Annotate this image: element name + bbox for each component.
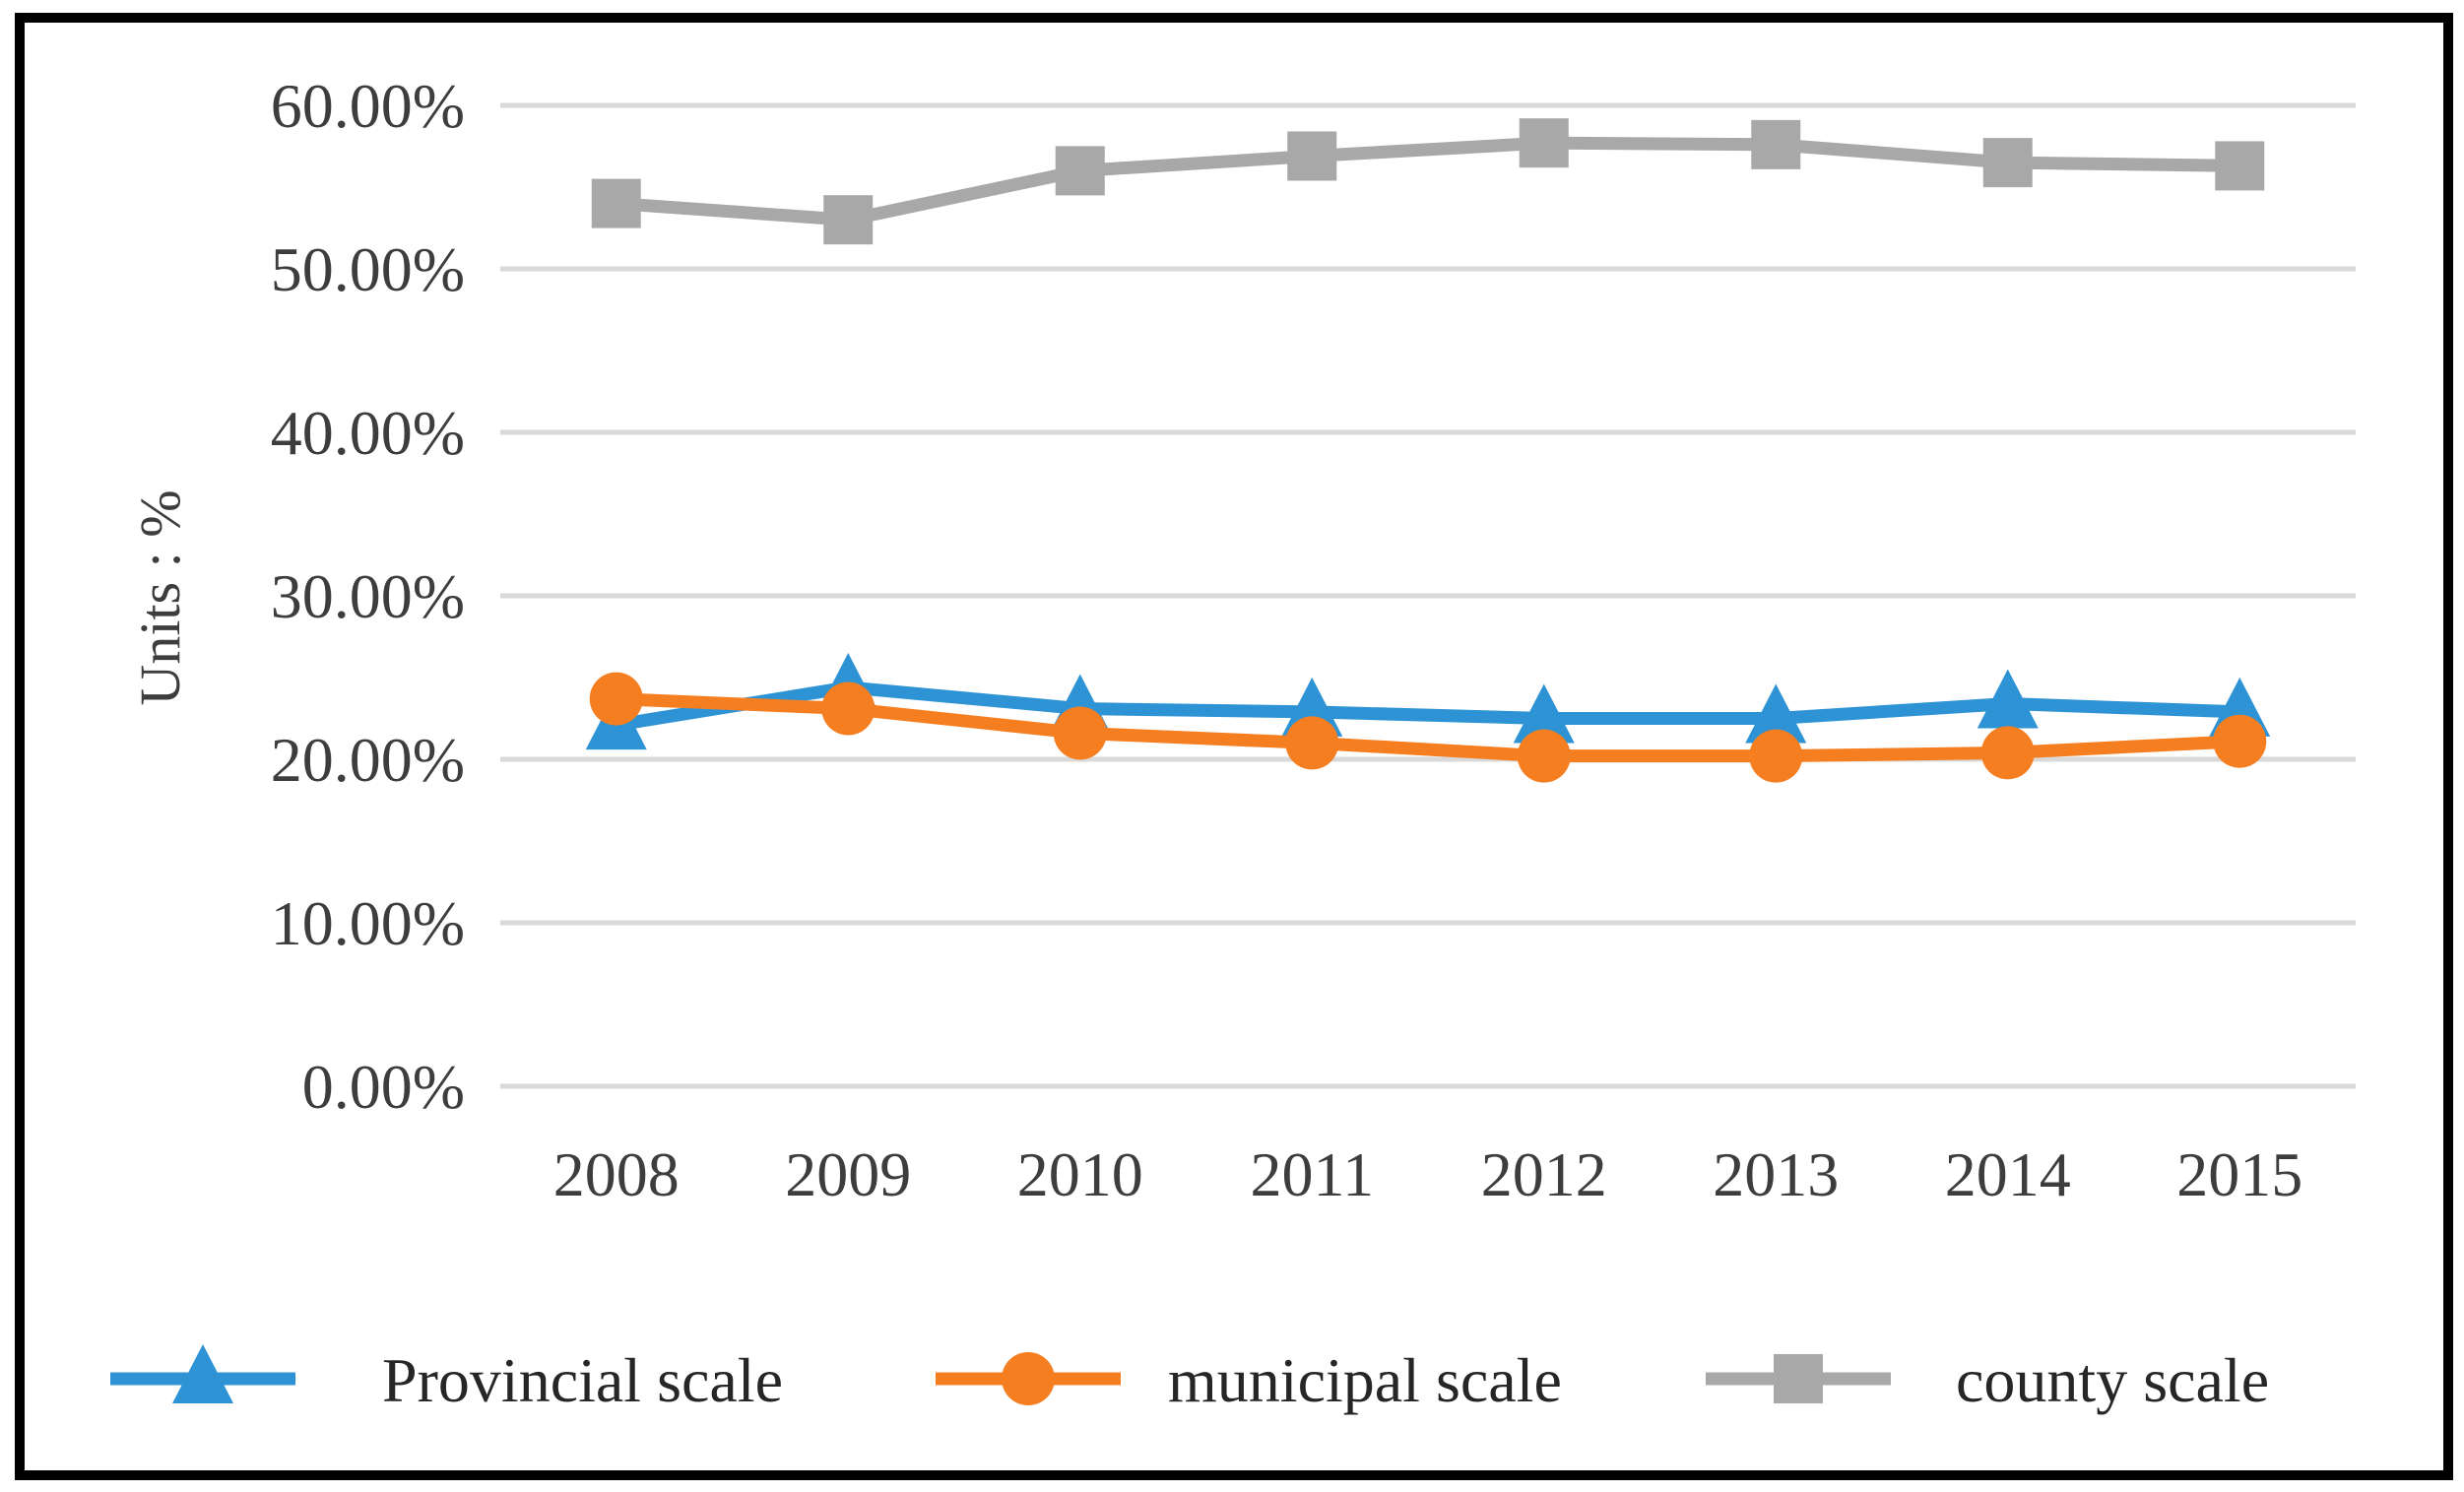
series-marker-county-scale-2012: [1519, 118, 1569, 168]
y-tick-label: 20.00%: [271, 725, 465, 795]
x-tick-label: 2013: [1713, 1139, 1839, 1209]
series-marker-county-scale-2013: [1751, 119, 1801, 169]
y-tick-label: 0.00%: [302, 1052, 465, 1122]
x-tick-label: 2011: [1250, 1139, 1374, 1209]
y-tick-label: 10.00%: [271, 888, 465, 958]
series-marker-municipal-scale-2009: [821, 681, 875, 736]
y-tick-label: 30.00%: [271, 561, 465, 631]
series-marker-provincial-scale-2012: [1513, 683, 1575, 744]
legend-item-municipal-scale: municipal scale: [936, 1345, 1562, 1415]
legend-marker-county-scale: [1774, 1354, 1823, 1403]
x-tick-label: 2012: [1481, 1139, 1607, 1209]
series-marker-municipal-scale-2013: [1749, 729, 1803, 783]
series-marker-county-scale-2015: [2215, 141, 2265, 191]
series-line-municipal-scale: [616, 692, 2240, 763]
series-marker-municipal-scale-2014: [1980, 726, 2035, 780]
series-marker-municipal-scale-2011: [1285, 716, 1339, 770]
legend-label-provincial-scale: Provincial scale: [382, 1345, 783, 1415]
figure-border: [15, 13, 2453, 1480]
series-marker-municipal-scale-2008: [589, 672, 643, 726]
y-tick-label: 50.00%: [271, 234, 465, 304]
series-marker-county-scale-2011: [1287, 131, 1337, 181]
legend-marker-municipal-scale: [1002, 1352, 1055, 1405]
series-marker-county-scale-2009: [823, 195, 874, 245]
x-tick-label: 2009: [785, 1139, 911, 1209]
series-line-county-scale: [616, 136, 2240, 227]
series-marker-municipal-scale-2012: [1517, 729, 1571, 783]
x-tick-label: 2014: [1945, 1139, 2071, 1209]
series-county-scale: [591, 118, 2265, 245]
x-tick-label: 2008: [553, 1139, 680, 1209]
series-line-provincial-scale: [615, 681, 2240, 732]
x-tick-label: 2015: [2176, 1139, 2302, 1209]
y-tick-label: 60.00%: [271, 71, 465, 141]
y-axis-title: Units : %: [128, 489, 192, 705]
legend-label-municipal-scale: municipal scale: [1168, 1345, 1562, 1415]
legend-item-county-scale: county scale: [1706, 1345, 2269, 1415]
series-marker-municipal-scale-2015: [2213, 714, 2267, 768]
series-marker-municipal-scale-2010: [1053, 706, 1107, 760]
series-marker-county-scale-2010: [1055, 146, 1105, 196]
legend-item-provincial-scale: Provincial scale: [110, 1344, 783, 1415]
series-marker-provincial-scale-2014: [1977, 669, 2039, 729]
x-tick-label: 2010: [1017, 1139, 1143, 1209]
y-tick-label: 40.00%: [271, 398, 465, 468]
legend-label-county-scale: county scale: [1956, 1345, 2269, 1415]
series-marker-provincial-scale-2013: [1745, 683, 1807, 744]
series-municipal-scale: [589, 672, 2267, 783]
legend-marker-provincial-scale: [172, 1344, 233, 1403]
series-marker-county-scale-2014: [1982, 138, 2033, 188]
series-marker-county-scale-2008: [591, 178, 641, 228]
